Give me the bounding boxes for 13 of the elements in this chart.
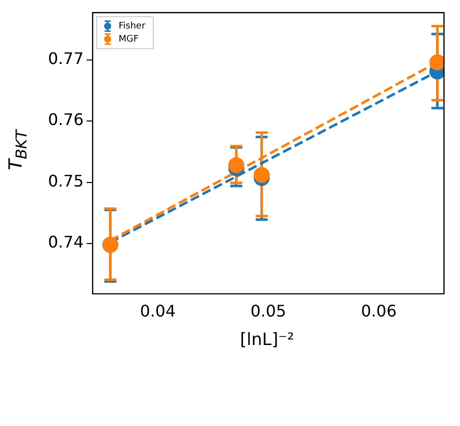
legend-label: Fisher — [118, 21, 146, 32]
y-tick-label: 0.74 — [48, 232, 84, 252]
point — [254, 166, 270, 183]
x-tick-label: 0.05 — [250, 302, 286, 321]
legend-label: MGF — [118, 34, 139, 44]
point — [429, 54, 444, 70]
point — [228, 157, 244, 174]
x-axis-title: [lnL]⁻² — [240, 330, 294, 350]
y-tick-label: 0.77 — [48, 48, 84, 68]
x-tick-label: 0.04 — [140, 302, 176, 321]
y-tick-label: 0.75 — [48, 171, 84, 190]
x-tick-label: 0.06 — [360, 302, 397, 321]
y-tick-label: 0.76 — [48, 110, 84, 130]
